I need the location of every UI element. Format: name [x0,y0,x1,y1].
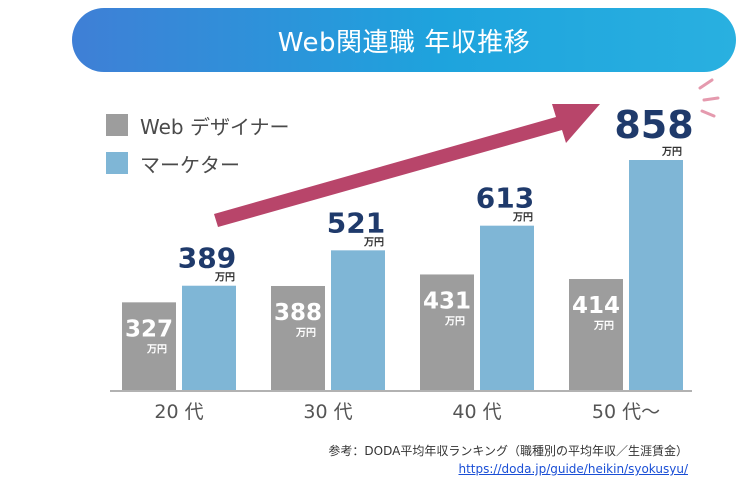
label-designer-unit-0: 万円 [146,343,167,355]
label-designer-value-0: 327 [125,316,173,342]
sparkle-mark-2 [700,109,716,118]
label-marketer-unit-0: 万円 [214,272,235,284]
label-marketer-unit-1: 万円 [363,236,384,248]
label-marketer-value-1: 521 [327,206,385,239]
title-banner: Web関連職 年収推移 [72,8,736,72]
bar-marketer-2 [480,225,534,390]
legend-item-designer: Web デザイナー [106,112,290,139]
sparkle-mark-1 [702,96,720,102]
label-designer-value-1: 388 [274,300,322,326]
label-marketer-value-2: 613 [476,182,534,215]
label-designer-value-3: 414 [572,293,620,319]
trend-arrow [214,104,600,227]
bar-marketer-3 [629,160,683,390]
label-designer-unit-3: 万円 [593,320,614,332]
bar-designer-0 [122,302,176,390]
label-marketer-value-3: 858 [614,103,693,147]
label-designer-unit-2: 万円 [444,315,465,327]
sparkle-mark-0 [698,78,714,90]
category-label-1: 30 代 [303,401,352,423]
legend-swatch-designer [106,114,128,136]
bar-designer-2 [420,274,474,390]
legend-label-marketer: マーケター [140,152,240,177]
bar-designer-3 [569,279,623,390]
legend-swatch-marketer [106,152,128,174]
label-marketer-value-0: 389 [178,242,236,275]
source-text: 参考：DODA平均年収ランキング（職種別の平均年収／生涯賃金） [328,444,688,458]
bar-marketer-0 [182,285,236,390]
category-label-2: 40 代 [452,401,501,423]
legend: Web デザイナー マーケター [106,112,290,188]
chart-title: Web関連職 年収推移 [277,27,531,58]
label-designer-value-2: 431 [423,288,471,314]
label-designer-unit-1: 万円 [295,327,316,339]
label-marketer-unit-3: 万円 [661,146,682,158]
source-link[interactable]: https://doda.jp/guide/heikin/syokusyu/ [458,462,689,476]
legend-item-marketer: マーケター [106,150,290,177]
bar-designer-1 [271,285,325,390]
legend-label-designer: Web デザイナー [140,114,290,139]
category-label-3: 50 代～ [592,401,660,423]
source-note: 参考：DODA平均年収ランキング（職種別の平均年収／生涯賃金） https://… [328,442,688,478]
category-label-0: 20 代 [154,401,203,423]
bar-marketer-1 [331,250,385,390]
label-marketer-unit-2: 万円 [512,212,533,224]
